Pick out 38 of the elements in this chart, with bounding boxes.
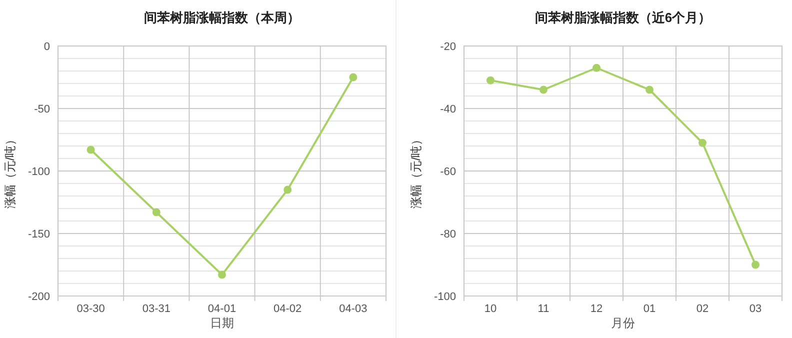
- x-tick-label: 03-30: [76, 303, 105, 315]
- x-tick-label: 11: [538, 303, 550, 315]
- y-tick-label: -150: [28, 228, 50, 240]
- point: [592, 64, 600, 72]
- point: [752, 260, 760, 269]
- point: [86, 146, 95, 154]
- point: [540, 86, 548, 94]
- point: [284, 186, 292, 194]
- point: [486, 76, 494, 84]
- x-axis-title: 日期: [210, 316, 234, 330]
- x-axis-title: 月份: [611, 316, 635, 330]
- x-tick-label: 03: [749, 303, 762, 315]
- y-tick-label: -20: [440, 41, 456, 53]
- chart-title: 间苯树脂涨幅指数（近6个月）: [534, 10, 712, 25]
- y-axis-title: 涨幅（元/吨）: [3, 133, 17, 209]
- y-tick-label: -100: [28, 166, 50, 178]
- y-tick-label: -60: [440, 166, 456, 178]
- x-tick-label: 02: [696, 303, 709, 315]
- x-tick-label: 12: [590, 303, 603, 315]
- point: [218, 270, 226, 279]
- y-tick-label: -200: [28, 291, 50, 303]
- y-tick-label: -100: [434, 291, 456, 303]
- x-tick-label: 04-02: [274, 303, 302, 315]
- point: [646, 86, 654, 94]
- y-tick-label: -40: [440, 104, 456, 116]
- y-tick-label: -80: [440, 228, 456, 240]
- point: [349, 73, 358, 82]
- x-tick-label: 03-31: [142, 303, 170, 315]
- point: [152, 208, 160, 216]
- y-tick-label: -50: [34, 104, 50, 116]
- x-tick-label: 10: [484, 303, 497, 315]
- x-tick-label: 04-01: [208, 303, 236, 315]
- point: [698, 138, 706, 147]
- y-tick-label: 0: [44, 41, 50, 53]
- chart-title: 间苯树脂涨幅指数（本周）: [144, 10, 300, 25]
- x-tick-label: 04-03: [339, 303, 368, 315]
- y-axis-title: 涨幅（元/吨）: [409, 133, 423, 209]
- x-tick-label: 01: [643, 303, 656, 315]
